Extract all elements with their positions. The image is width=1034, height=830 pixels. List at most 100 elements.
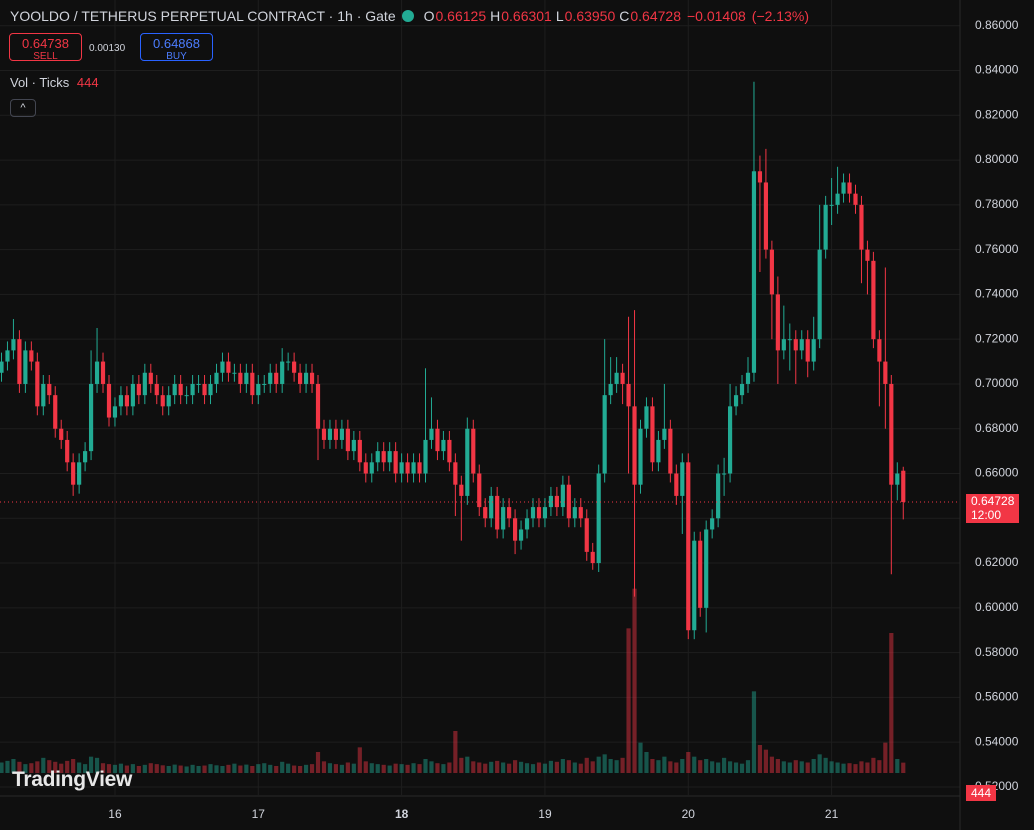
y-tick-label: 0.58000 xyxy=(975,645,1019,659)
volume-bar xyxy=(429,761,434,773)
candle-body xyxy=(668,428,673,474)
candle-body xyxy=(172,383,177,396)
volume-bar xyxy=(23,764,28,773)
ohlc-value: 0.63950 xyxy=(564,8,616,24)
candle-body xyxy=(17,339,22,384)
y-tick-label: 0.74000 xyxy=(975,287,1019,301)
candle-body xyxy=(94,361,100,384)
volume-bar xyxy=(208,764,213,773)
candle-body xyxy=(327,428,333,440)
candle-body xyxy=(333,428,339,440)
countdown: 12:00 xyxy=(971,507,1002,522)
candle-body xyxy=(507,507,512,519)
candle-body xyxy=(877,339,882,362)
candle-body xyxy=(512,518,518,541)
volume-bar xyxy=(751,691,757,773)
candle-body xyxy=(154,383,159,396)
y-tick-label: 0.70000 xyxy=(975,376,1019,390)
volume-bar xyxy=(0,762,4,773)
candle-body xyxy=(716,473,721,519)
candle-body xyxy=(142,372,147,396)
volume-bar xyxy=(692,756,697,773)
collapse-button[interactable]: ^ xyxy=(10,99,36,117)
volume-bar xyxy=(739,763,745,773)
volume-bar xyxy=(435,763,440,773)
candle-body xyxy=(0,361,4,373)
volume-bar xyxy=(303,764,309,773)
candle-body xyxy=(29,350,34,362)
candle-body xyxy=(895,473,900,485)
candle-body xyxy=(751,171,757,373)
candle-body xyxy=(793,339,798,351)
buy-button[interactable]: 0.64868 BUY xyxy=(140,33,213,62)
volume-bar xyxy=(172,764,177,773)
volume-bar xyxy=(47,760,52,773)
volume-bar xyxy=(686,752,691,773)
candle-body xyxy=(160,395,165,407)
candle-body xyxy=(811,339,816,362)
volume-bar xyxy=(733,762,739,773)
volume-bar xyxy=(787,762,792,773)
volume-bar xyxy=(763,749,768,773)
ohlc-key: O xyxy=(423,8,435,24)
y-tick-label: 0.78000 xyxy=(975,197,1019,211)
candle-body xyxy=(208,383,213,396)
volume-bar xyxy=(662,756,667,773)
volume-bar xyxy=(423,759,428,773)
candle-body xyxy=(286,361,291,363)
buy-price: 0.64868 xyxy=(153,36,200,51)
brand: TradingView xyxy=(12,768,133,791)
candle-body xyxy=(441,439,446,452)
candle-body xyxy=(453,462,458,485)
volume-bar xyxy=(315,752,321,773)
volume-bar xyxy=(65,760,70,773)
y-tick-label: 0.62000 xyxy=(975,555,1019,569)
candle-body xyxy=(799,339,804,351)
candle-body xyxy=(901,470,906,502)
candle-body xyxy=(41,383,46,407)
candle-body xyxy=(65,439,70,463)
volume-bar xyxy=(799,761,804,773)
chart-title: YOOLDO / TETHERUS PERPETUAL CONTRACT · 1… xyxy=(10,8,396,24)
volume-bar xyxy=(369,763,374,773)
volume-bar xyxy=(495,760,500,773)
volume-bar xyxy=(853,764,858,773)
candle-body xyxy=(775,294,780,351)
y-tick-label: 0.56000 xyxy=(975,690,1019,704)
x-tick-label: 16 xyxy=(108,807,122,821)
volume-bar xyxy=(286,763,291,773)
candle-body xyxy=(429,428,434,440)
volume-bar xyxy=(11,759,16,773)
volume-bar xyxy=(220,766,225,773)
candle-body xyxy=(166,395,171,407)
y-tick-label: 0.82000 xyxy=(975,107,1019,121)
volume-bar xyxy=(817,754,822,773)
candle-body xyxy=(321,428,327,440)
candle-body xyxy=(644,406,649,429)
candle-body xyxy=(769,249,774,295)
ohlc-legend: O0.66125 H0.66301 L0.63950 C0.64728 xyxy=(420,8,681,24)
candle-body xyxy=(124,395,129,407)
volume-bar xyxy=(393,763,398,773)
candle-body xyxy=(59,428,64,440)
candle-body xyxy=(865,249,870,261)
candle-body xyxy=(339,428,344,440)
candle-body xyxy=(256,383,261,396)
volume-bar xyxy=(417,764,422,773)
candle-body xyxy=(572,507,577,519)
volume-bar xyxy=(178,765,183,773)
candle-body xyxy=(757,171,763,183)
candle-body xyxy=(363,462,368,474)
volume-bar xyxy=(447,762,452,773)
volume-bar xyxy=(148,763,153,773)
sell-button[interactable]: 0.64738 SELL xyxy=(9,33,82,62)
candle-body xyxy=(77,462,82,485)
volume-bar xyxy=(77,762,82,773)
y-tick-label: 0.66000 xyxy=(975,466,1019,480)
volume-bar xyxy=(292,765,297,773)
volume-bar xyxy=(280,761,285,773)
volume-bar xyxy=(381,764,386,773)
candle-body xyxy=(309,372,315,384)
candle-body xyxy=(435,428,440,452)
candle-body xyxy=(345,428,350,452)
